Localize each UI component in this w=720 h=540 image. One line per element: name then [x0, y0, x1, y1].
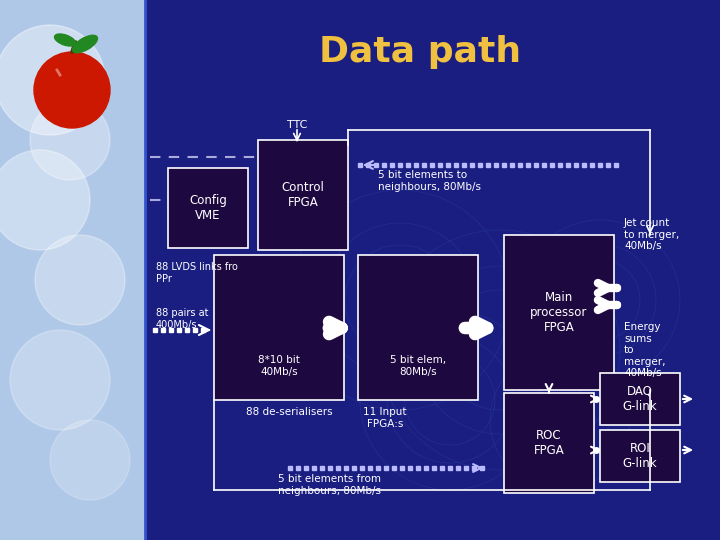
Text: 5 bit elements from
neighbours, 80Mb/s: 5 bit elements from neighbours, 80Mb/s: [279, 474, 382, 496]
Text: Jet count
to merger,
40Mb/s: Jet count to merger, 40Mb/s: [624, 218, 679, 251]
Bar: [258, 140, 348, 250]
Text: 88 de-serialisers: 88 de-serialisers: [246, 407, 333, 417]
Text: ROC
FPGA: ROC FPGA: [534, 429, 564, 457]
Text: 8*10 bit
40Mb/s: 8*10 bit 40Mb/s: [258, 355, 300, 376]
Text: Main
processor
FPGA: Main processor FPGA: [531, 291, 588, 334]
Text: TTC: TTC: [287, 120, 307, 130]
Ellipse shape: [73, 35, 97, 53]
Bar: [504, 235, 614, 390]
Text: Config
VME: Config VME: [189, 194, 227, 222]
Bar: [600, 430, 680, 482]
Circle shape: [35, 235, 125, 325]
Circle shape: [50, 420, 130, 500]
Bar: [504, 393, 594, 493]
Circle shape: [34, 52, 110, 128]
Circle shape: [10, 330, 110, 430]
Text: ROI
G-link: ROI G-link: [623, 442, 657, 470]
Text: 5 bit elements to
neighbours, 80Mb/s: 5 bit elements to neighbours, 80Mb/s: [378, 170, 481, 192]
Text: 88 LVDS links fro
PPr: 88 LVDS links fro PPr: [156, 262, 238, 284]
Text: DAQ
G-link: DAQ G-link: [623, 385, 657, 413]
Text: Control
FPGA: Control FPGA: [282, 181, 325, 209]
Bar: [145, 0, 720, 540]
Bar: [214, 255, 344, 400]
Text: Data path: Data path: [319, 35, 521, 69]
Circle shape: [30, 100, 110, 180]
Circle shape: [0, 25, 105, 135]
Bar: [600, 373, 680, 425]
Text: 11 Input
FPGA:s: 11 Input FPGA:s: [364, 407, 407, 429]
Bar: [0, 0, 145, 540]
Ellipse shape: [55, 34, 76, 46]
Text: Energy
sums
to
merger,
40Mb/s: Energy sums to merger, 40Mb/s: [624, 322, 665, 379]
Bar: [358, 255, 478, 400]
Text: 5 bit elem,
80Mb/s: 5 bit elem, 80Mb/s: [390, 355, 446, 376]
Bar: [168, 168, 248, 248]
Circle shape: [0, 150, 90, 250]
Text: 88 pairs at
400Mb/s: 88 pairs at 400Mb/s: [156, 308, 209, 329]
